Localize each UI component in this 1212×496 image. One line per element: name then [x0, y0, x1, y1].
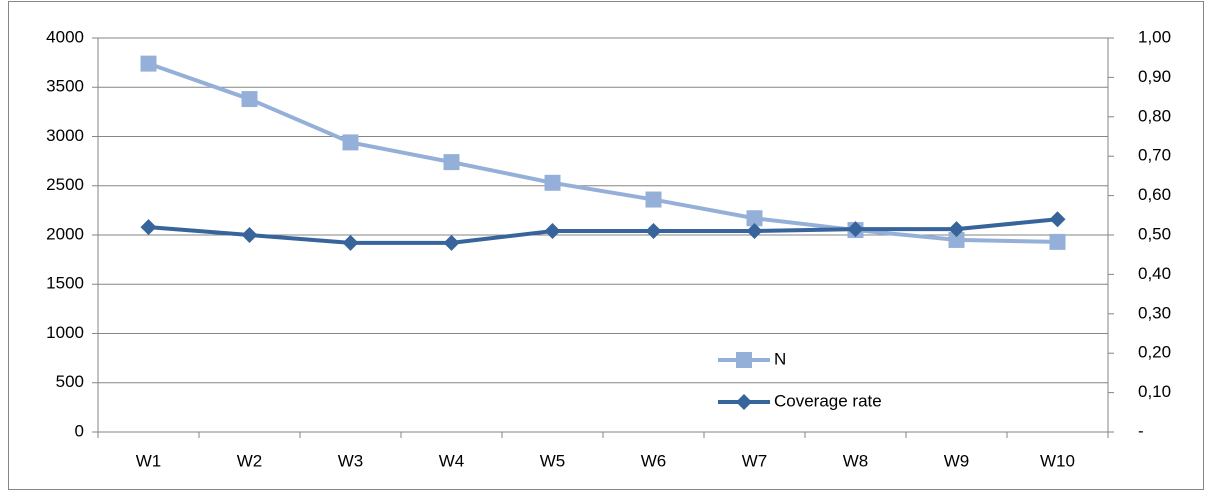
x-tick-label: W5: [540, 451, 566, 470]
y-tick-label: 3500: [46, 77, 84, 96]
y-tick-label: 0: [75, 421, 84, 440]
x-tick-label: W1: [136, 451, 162, 470]
data-point: [948, 231, 965, 248]
y2-tick-label: 0,30: [1138, 303, 1171, 322]
data-point: [948, 221, 965, 238]
y-tick-label: 4000: [46, 27, 84, 46]
x-tick-label: W2: [237, 451, 263, 470]
y2-tick-label: 0,70: [1138, 146, 1171, 165]
data-point: [645, 223, 662, 240]
y-tick-label: 2000: [46, 224, 84, 243]
data-point: [443, 154, 460, 171]
x-tick-label: W9: [944, 451, 970, 470]
y2-tick-label: 1,00: [1138, 27, 1171, 46]
y2-tick-label: 0,40: [1138, 264, 1171, 283]
data-point: [645, 191, 662, 208]
data-point: [140, 219, 157, 236]
data-point: [746, 223, 763, 240]
y-tick-label: 2500: [46, 175, 84, 194]
data-point: [544, 174, 561, 191]
y2-tick-label: -: [1138, 421, 1144, 440]
chart-border: [8, 1, 1204, 490]
data-point: [140, 55, 157, 72]
data-point: [443, 234, 460, 251]
y2-tick-label: 0,10: [1138, 382, 1171, 401]
series-line: [148, 217, 1058, 245]
y-tick-label: 1000: [46, 323, 84, 342]
data-point: [1049, 211, 1066, 228]
data-point: [241, 91, 258, 108]
y2-tick-label: 0,80: [1138, 106, 1171, 125]
data-point: [847, 221, 864, 238]
y2-tick-label: 0,50: [1138, 224, 1171, 243]
y-tick-label: 1500: [46, 274, 84, 293]
x-tick-label: W7: [742, 451, 768, 470]
y2-tick-label: 0,20: [1138, 343, 1171, 362]
x-tick-label: W4: [439, 451, 465, 470]
x-tick-label: W6: [641, 451, 667, 470]
series-line: [147, 61, 1058, 244]
legend-marker: [736, 394, 752, 410]
x-tick-label: W3: [338, 451, 364, 470]
data-point: [342, 134, 359, 151]
data-point: [1049, 233, 1066, 250]
data-point: [746, 210, 763, 227]
legend-marker: [736, 352, 752, 368]
legend-label: N: [774, 349, 786, 368]
data-point: [342, 234, 359, 251]
y2-tick-label: 0,90: [1138, 67, 1171, 86]
y-tick-label: 500: [56, 372, 84, 391]
y2-tick-label: 0,60: [1138, 185, 1171, 204]
x-tick-label: W8: [843, 451, 869, 470]
data-point: [241, 227, 258, 243]
data-point: [544, 223, 561, 240]
x-tick-label: W10: [1040, 451, 1075, 470]
y-tick-label: 3000: [46, 126, 84, 145]
legend-label: Coverage rate: [774, 391, 882, 410]
